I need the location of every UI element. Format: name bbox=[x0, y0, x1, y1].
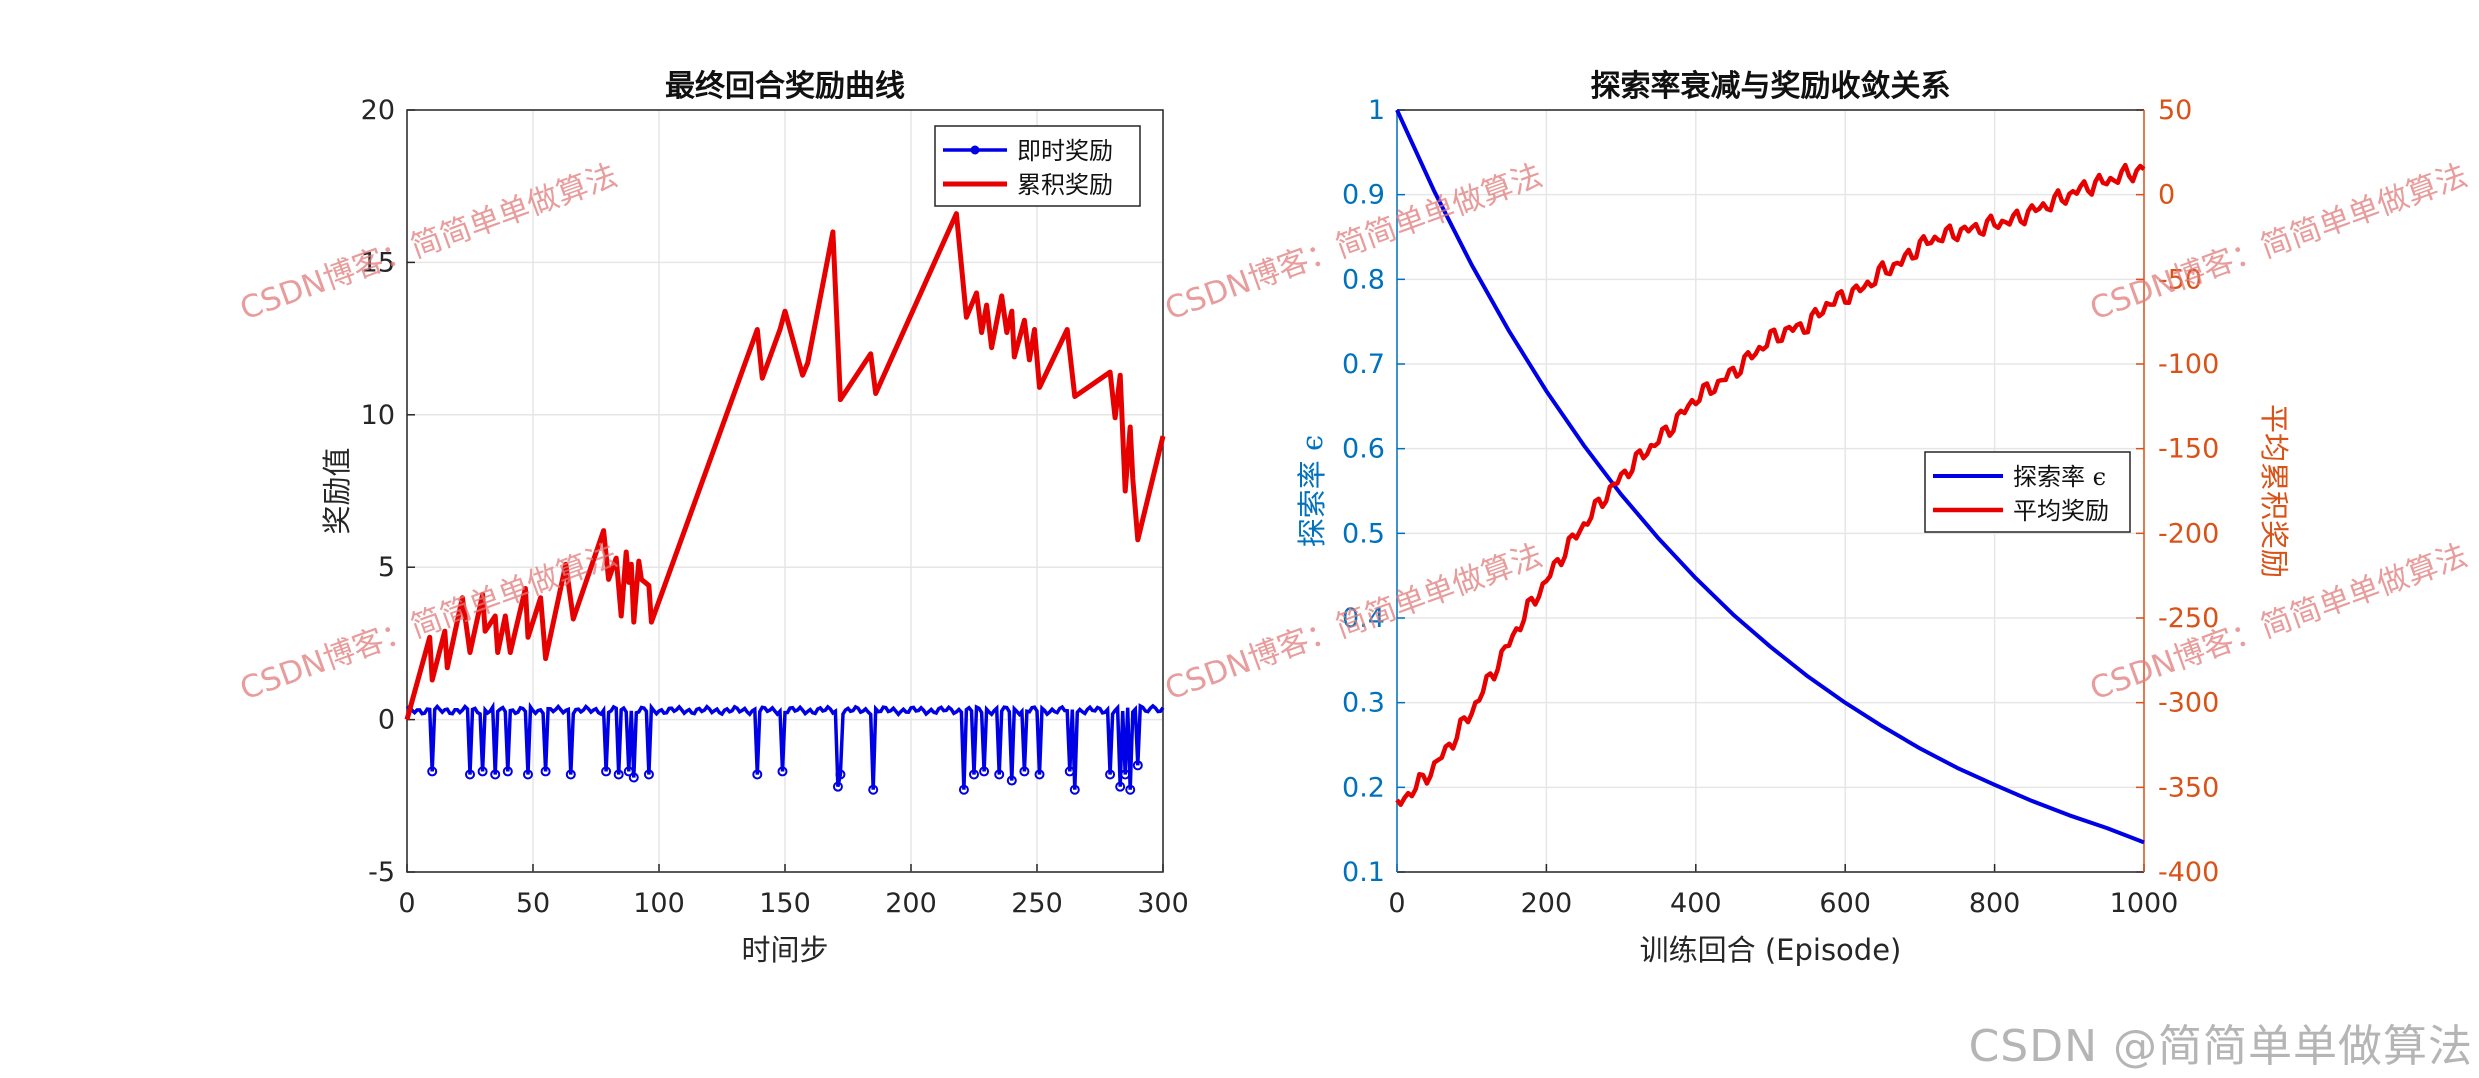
marker-point bbox=[628, 772, 639, 783]
x-tick-label: 800 bbox=[1969, 888, 2021, 919]
legend-box bbox=[934, 125, 1141, 207]
x-tick-label: 0 bbox=[398, 888, 415, 919]
credit-text: CSDN @简简单单做算法 bbox=[1968, 1021, 2473, 1072]
marker-point bbox=[832, 781, 843, 792]
left-y-tick-label: 0.5 bbox=[1342, 518, 1385, 549]
x-tick-label: 250 bbox=[1011, 888, 1063, 919]
right-y-axis-label: 平均累积奖励 bbox=[2257, 404, 2291, 578]
left-y-tick-label: 1 bbox=[1368, 95, 1385, 126]
marker-point bbox=[490, 769, 501, 780]
marker-point bbox=[752, 769, 763, 780]
marker-point bbox=[1132, 760, 1143, 771]
chart-title: 最终回合奖励曲线 bbox=[665, 69, 905, 104]
left-y-tick-label: 0.6 bbox=[1342, 434, 1385, 465]
y-axis-label: 奖励值 bbox=[320, 447, 354, 534]
right-y-tick-label: -400 bbox=[2158, 857, 2219, 888]
legend-label-reward: 平均奖励 bbox=[2013, 497, 2109, 525]
marker-point bbox=[969, 769, 979, 780]
left-y-tick-label: 0.1 bbox=[1342, 857, 1385, 888]
y-tick-label: 5 bbox=[378, 552, 395, 583]
marker-point bbox=[1115, 781, 1126, 792]
x-tick-label: 300 bbox=[1137, 888, 1189, 919]
marker-point bbox=[1105, 769, 1116, 780]
left-y-tick-label: 0.9 bbox=[1342, 180, 1385, 211]
legend-label-cumulative: 累积奖励 bbox=[1017, 171, 1113, 199]
series-epsilon bbox=[1395, 109, 2145, 845]
marker-point bbox=[1019, 766, 1030, 777]
left-y-tick-label: 0.8 bbox=[1342, 264, 1385, 295]
right-y-tick-label: -350 bbox=[2158, 772, 2219, 803]
series-cumulative-reward bbox=[404, 211, 1166, 721]
right-chart: 0 200 400 600 800 1000 0.1 0.2 0.3 0.4 0.5 0.6 0.7 0.… bbox=[1295, 69, 2291, 967]
marker-point bbox=[477, 766, 488, 777]
y-tick-label: 0 bbox=[378, 705, 395, 736]
x-tick-label: 200 bbox=[1521, 888, 1573, 919]
marker-point bbox=[427, 766, 438, 777]
x-tick-label: 200 bbox=[885, 888, 937, 919]
right-y-tick-label: 50 bbox=[2158, 95, 2192, 126]
marker-point bbox=[613, 769, 624, 780]
x-tick-label: 600 bbox=[1819, 888, 1871, 919]
marker-point bbox=[1069, 784, 1080, 795]
right-y-tick-label: 0 bbox=[2158, 180, 2175, 211]
right-y-tick-label: -50 bbox=[2158, 264, 2202, 295]
marker-point bbox=[522, 769, 533, 780]
x-tick-label: 50 bbox=[516, 888, 550, 919]
legend-label-immediate: 即时奖励 bbox=[1017, 137, 1113, 165]
x-tick-label: 150 bbox=[759, 888, 811, 919]
y-tick-label: -5 bbox=[368, 857, 395, 888]
marker-point bbox=[1125, 784, 1136, 795]
x-tick-label: 400 bbox=[1670, 888, 1722, 919]
marker-point bbox=[835, 769, 846, 780]
x-axis-label: 时间步 bbox=[741, 933, 828, 967]
marker-point bbox=[994, 769, 1005, 780]
y-tick-label: 20 bbox=[361, 95, 395, 126]
marker-point bbox=[1006, 775, 1017, 786]
right-y-tick-label: -100 bbox=[2158, 349, 2219, 380]
left-y-tick-label: 0.3 bbox=[1342, 688, 1385, 719]
marker-point bbox=[958, 784, 969, 795]
x-axis-label: 训练回合 (Episode) bbox=[1640, 933, 1902, 967]
left-y-tick-label: 0.4 bbox=[1342, 603, 1385, 634]
axes-box bbox=[406, 109, 1164, 873]
legend-box bbox=[1924, 451, 2131, 533]
series-immediate-reward bbox=[405, 701, 1165, 790]
right-y-tick-label: -250 bbox=[2158, 603, 2219, 634]
series-average-reward bbox=[1395, 162, 2146, 807]
marker-point bbox=[623, 766, 634, 777]
marker-point bbox=[979, 766, 990, 777]
marker-point bbox=[502, 766, 513, 777]
y-tick-label: 10 bbox=[361, 400, 395, 431]
legend-marker-immediate bbox=[970, 145, 980, 155]
marker-point bbox=[1064, 766, 1075, 777]
marker-point bbox=[1120, 769, 1131, 780]
marker-point bbox=[601, 766, 612, 777]
marker-point bbox=[643, 769, 654, 780]
chart-title: 探索率衰减与奖励收敛关系 bbox=[1591, 69, 1951, 104]
y-tick-label: 15 bbox=[361, 247, 395, 278]
right-y-tick-label: -300 bbox=[2158, 688, 2219, 719]
marker-point bbox=[540, 766, 551, 777]
marker-point bbox=[777, 766, 788, 777]
x-tick-label: 100 bbox=[633, 888, 685, 919]
left-y-tick-label: 0.7 bbox=[1342, 349, 1385, 380]
marker-point bbox=[1034, 769, 1045, 780]
left-y-tick-label: 0.2 bbox=[1342, 772, 1385, 803]
x-tick-label: 0 bbox=[1388, 888, 1405, 919]
legend-label-epsilon: 探索率 ϵ bbox=[2013, 463, 2106, 491]
marker-point bbox=[465, 769, 475, 780]
left-chart: 0 50 100 150 200 250 300-505101520最终回合奖励曲线时间步奖… bbox=[320, 69, 1189, 967]
right-y-tick-label: -150 bbox=[2158, 434, 2219, 465]
marker-point bbox=[868, 784, 879, 795]
left-y-axis-label: 探索率 ϵ bbox=[1295, 435, 1329, 547]
marker-point bbox=[565, 769, 576, 780]
right-y-tick-label: -200 bbox=[2158, 518, 2219, 549]
x-tick-label: 1000 bbox=[2110, 888, 2179, 919]
